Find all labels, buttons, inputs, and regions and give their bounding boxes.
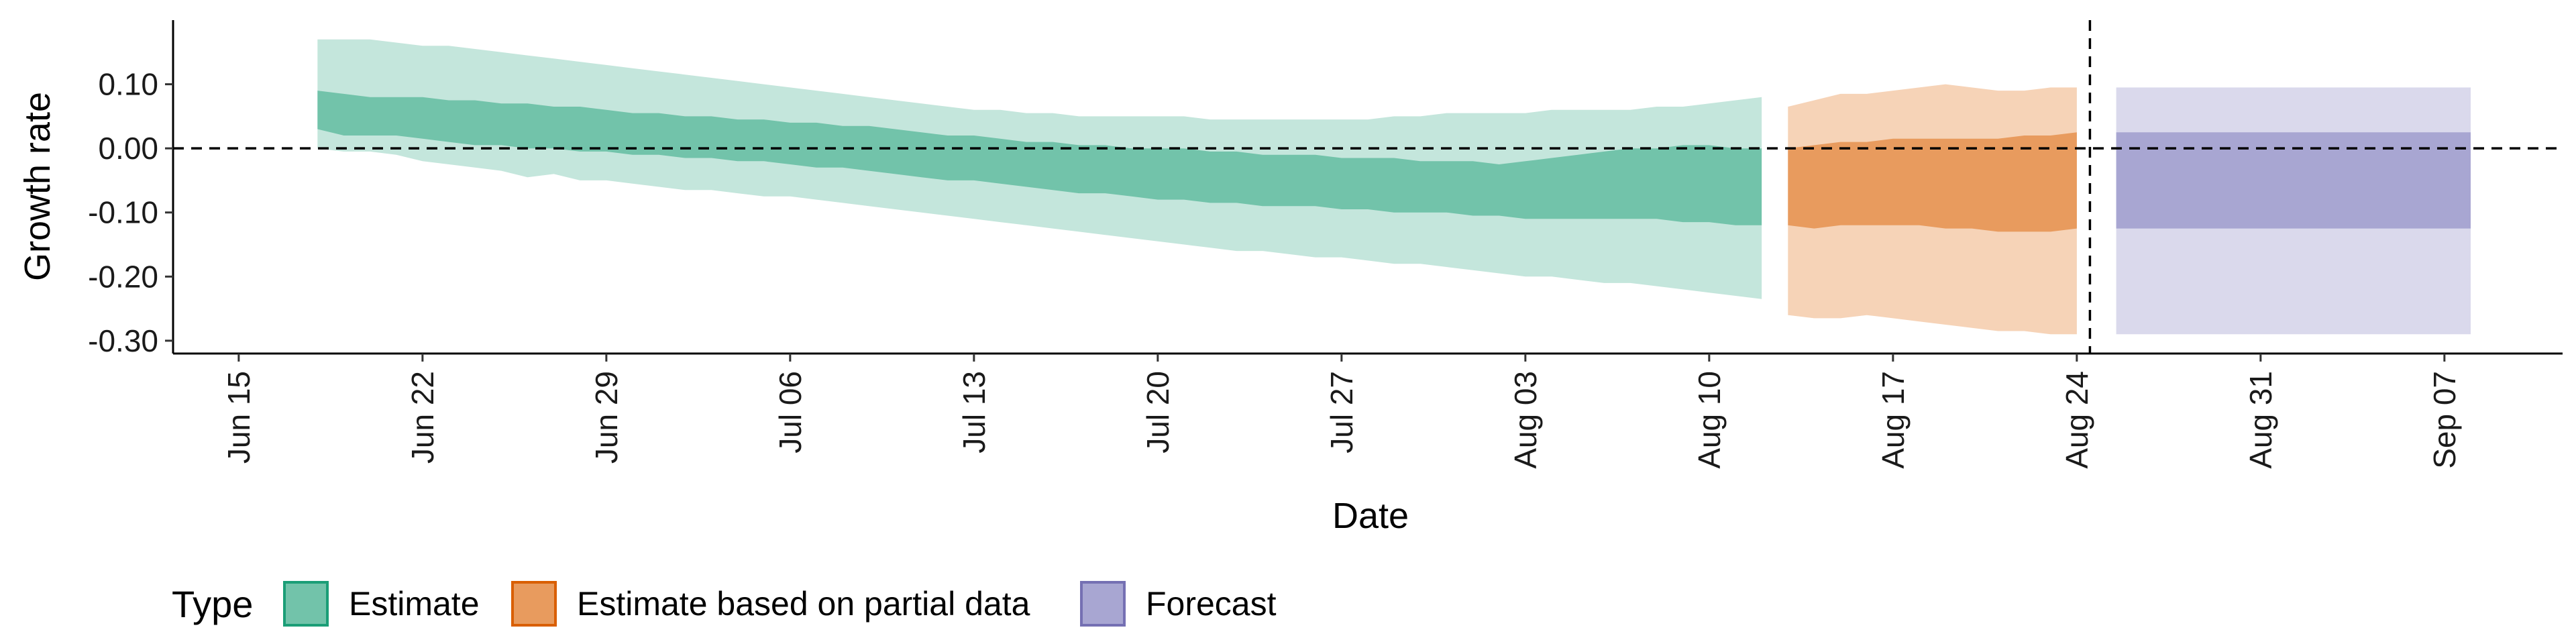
x-ticks: Jun 15 Jun 22 Jun 29 Jul 06 Jul 13 Jul 20 Jul … bbox=[221, 354, 2462, 469]
legend-item-forecast: Forecast bbox=[1080, 581, 1277, 627]
band-inner-estimate-based-on-partial-data bbox=[1788, 132, 2077, 232]
x-tick-label: Jun 22 bbox=[405, 371, 440, 464]
x-axis-title: Date bbox=[1332, 496, 1409, 536]
x-tick-label: Jun 15 bbox=[221, 371, 256, 464]
band-inner-forecast bbox=[2116, 132, 2471, 229]
legend: Type Estimate Estimate based on partial … bbox=[172, 581, 1277, 627]
x-tick-label: Aug 31 bbox=[2243, 371, 2278, 469]
legend-label-partial: Estimate based on partial data bbox=[577, 585, 1030, 623]
y-axis-title: Growth rate bbox=[17, 92, 58, 281]
y-tick-label: 0.00 bbox=[98, 131, 158, 166]
x-tick-label: Jul 13 bbox=[957, 371, 991, 453]
x-tick-label: Sep 07 bbox=[2427, 371, 2462, 469]
x-tick-label: Jul 20 bbox=[1140, 371, 1175, 453]
band-layer bbox=[317, 39, 2471, 335]
legend-key-estimate bbox=[283, 581, 329, 627]
axes bbox=[172, 20, 2563, 355]
legend-key-forecast bbox=[1080, 581, 1126, 627]
legend-key-partial bbox=[511, 581, 557, 627]
y-ticks: 0.10 0.00 -0.10 -0.20 -0.30 bbox=[88, 67, 173, 358]
x-tick-label: Aug 24 bbox=[2059, 371, 2094, 469]
x-tick-label: Jul 27 bbox=[1324, 371, 1359, 453]
legend-label-estimate: Estimate bbox=[349, 585, 480, 623]
x-tick-label: Jun 29 bbox=[589, 371, 624, 464]
y-tick-label: -0.10 bbox=[88, 195, 158, 230]
reference-lines bbox=[173, 20, 2563, 354]
y-tick-label: -0.20 bbox=[88, 259, 158, 294]
legend-item-estimate: Estimate bbox=[283, 581, 480, 627]
legend-label-forecast: Forecast bbox=[1146, 585, 1277, 623]
x-tick-label: Aug 17 bbox=[1876, 371, 1911, 469]
y-tick-label: -0.30 bbox=[88, 323, 158, 358]
legend-item-partial: Estimate based on partial data bbox=[511, 581, 1030, 627]
x-tick-label: Jul 06 bbox=[773, 371, 808, 453]
band-inner-estimate bbox=[317, 91, 1762, 225]
x-tick-label: Aug 03 bbox=[1508, 371, 1543, 469]
x-tick-label: Aug 10 bbox=[1692, 371, 1727, 469]
y-tick-label: 0.10 bbox=[98, 67, 158, 102]
legend-title: Type bbox=[172, 583, 253, 625]
